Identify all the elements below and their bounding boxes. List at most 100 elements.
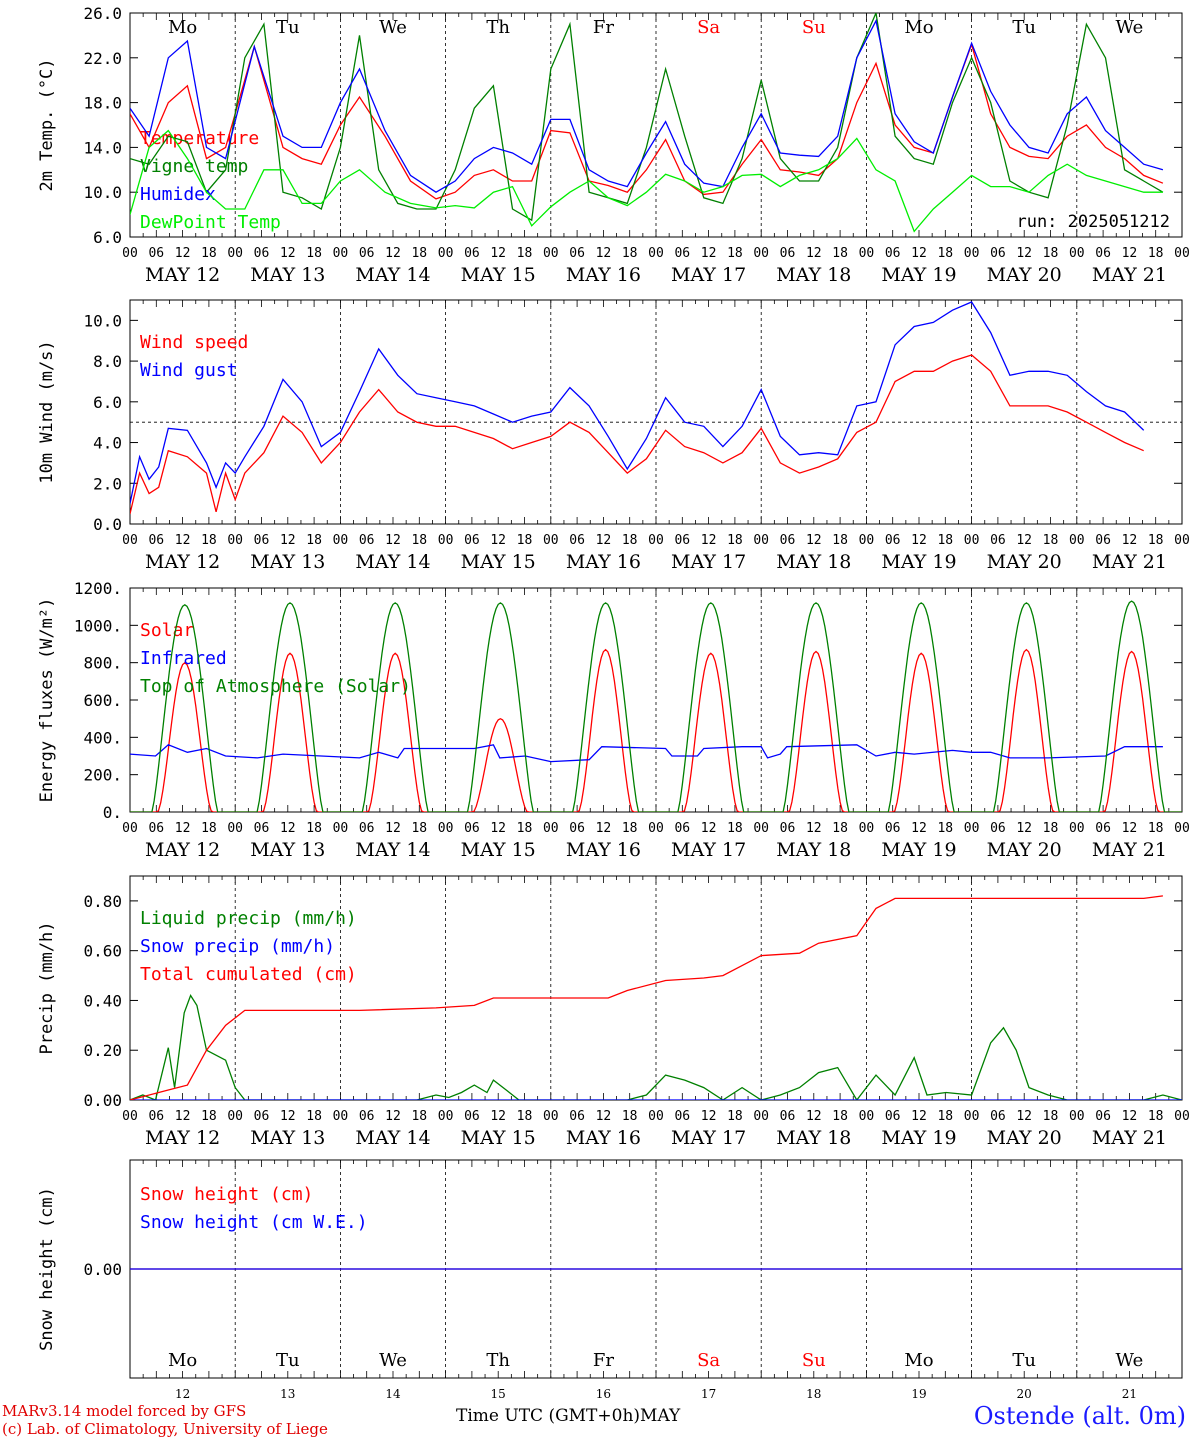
hour-label: 18 [622,1109,638,1124]
panel-frame [129,12,1183,238]
weekday-label: Mo [904,1350,933,1371]
y-tick-label: 400. [83,728,122,747]
day-number-label: 20 [1017,1387,1032,1401]
y-tick-label: 4.0 [93,434,122,453]
hour-label: 12 [490,246,506,261]
hour-label: 12 [701,533,717,548]
hour-label: 00 [648,821,664,836]
panel-frame [129,299,1183,525]
hour-label: 06 [990,533,1006,548]
footer-month: MAY [640,1406,681,1426]
hour-label: 06 [464,533,480,548]
hour-label: 00 [333,533,349,548]
hour-label: 06 [1095,246,1111,261]
date-label: MAY 16 [566,1127,641,1149]
hour-label: 00 [333,821,349,836]
hour-label: 12 [911,821,927,836]
hour-label: 00 [964,821,980,836]
hour-label: 12 [806,1109,822,1124]
hour-label: 00 [122,246,138,261]
date-label: MAY 14 [355,1127,430,1149]
hour-label: 06 [780,821,796,836]
hour-label: 12 [1016,246,1032,261]
legend-entry: Wind speed [140,332,248,353]
legend-entry: Wind gust [140,360,238,381]
weekday-label: Sa [697,17,720,38]
y-tick-label: 8.0 [93,352,122,371]
date-label: MAY 19 [881,839,956,861]
hour-label: 18 [306,246,322,261]
date-label: MAY 14 [355,839,430,861]
hour-label: 12 [385,246,401,261]
hour-label: 00 [122,821,138,836]
date-label: MAY 21 [1092,839,1167,861]
y-tick-label: 0. [103,803,122,822]
hour-label: 00 [333,1109,349,1124]
hour-label: 00 [543,821,559,836]
hour-label: 06 [990,1109,1006,1124]
hour-label: 12 [1016,821,1032,836]
hour-label: 18 [1043,821,1059,836]
hour-label: 00 [859,821,875,836]
date-label: MAY 16 [566,551,641,573]
run-annotation: run: 2025051212 [1016,212,1170,232]
weekday-label: Mo [168,1350,197,1371]
date-label: MAY 20 [987,839,1062,861]
panel-frame [129,587,1183,813]
weekday-label: We [379,1350,407,1371]
hour-label: 06 [780,533,796,548]
hour-label: 18 [411,1109,427,1124]
hour-label: 12 [490,821,506,836]
hour-label: 00 [753,533,769,548]
legend-entry: Snow height (cm W.E.) [140,1212,368,1233]
date-label: MAY 19 [881,1127,956,1149]
y-tick-label: 2.0 [93,474,122,493]
hour-label: 00 [438,1109,454,1124]
legend-entry: Infrared [140,648,227,669]
hour-label: 18 [411,533,427,548]
legend-entry: Top of Atmosphere (Solar) [140,676,411,697]
hour-label: 00 [438,821,454,836]
y-axis-label: Energy fluxes (W/m²) [37,598,57,803]
day-number-label: 21 [1122,1387,1137,1401]
date-label: MAY 20 [987,264,1062,286]
y-tick-label: 200. [83,766,122,785]
hour-label: 18 [1043,1109,1059,1124]
date-label: MAY 13 [250,839,325,861]
date-label: MAY 20 [987,1127,1062,1149]
hour-label: 18 [727,533,743,548]
hour-label: 00 [648,533,664,548]
date-label: MAY 21 [1092,264,1167,286]
date-label: MAY 21 [1092,1127,1167,1149]
series-line [130,600,1182,812]
hour-label: 12 [596,246,612,261]
hour-label: 06 [885,1109,901,1124]
hour-label: 00 [1069,1109,1085,1124]
hour-label: 12 [490,533,506,548]
hour-label: 00 [227,533,243,548]
hour-label: 12 [385,1109,401,1124]
hour-label: 18 [1148,533,1164,548]
y-tick-label: 0.80 [83,892,122,911]
date-label: MAY 15 [461,264,536,286]
y-axis-label: 10m Wind (m/s) [37,340,57,483]
hour-label: 18 [201,1109,217,1124]
date-label: MAY 16 [566,839,641,861]
hour-label: 00 [1174,533,1190,548]
weekday-label: Fr [593,1350,614,1371]
date-label: MAY 12 [145,1127,220,1149]
hour-label: 06 [674,1109,690,1124]
hour-label: 18 [727,1109,743,1124]
hour-label: 06 [464,821,480,836]
date-label: MAY 20 [987,551,1062,573]
hour-label: 12 [280,246,296,261]
series-line [130,744,1163,763]
hour-label: 06 [254,1109,270,1124]
footer-station: Ostende (alt. 0m) [973,1402,1186,1430]
hour-label: 06 [990,821,1006,836]
hour-label: 06 [148,1109,164,1124]
hour-label: 12 [1122,533,1138,548]
series-line [130,42,1164,200]
footer-xlabel: Time UTC (GMT+0h)MAY [456,1406,680,1426]
hour-label: 18 [1043,246,1059,261]
